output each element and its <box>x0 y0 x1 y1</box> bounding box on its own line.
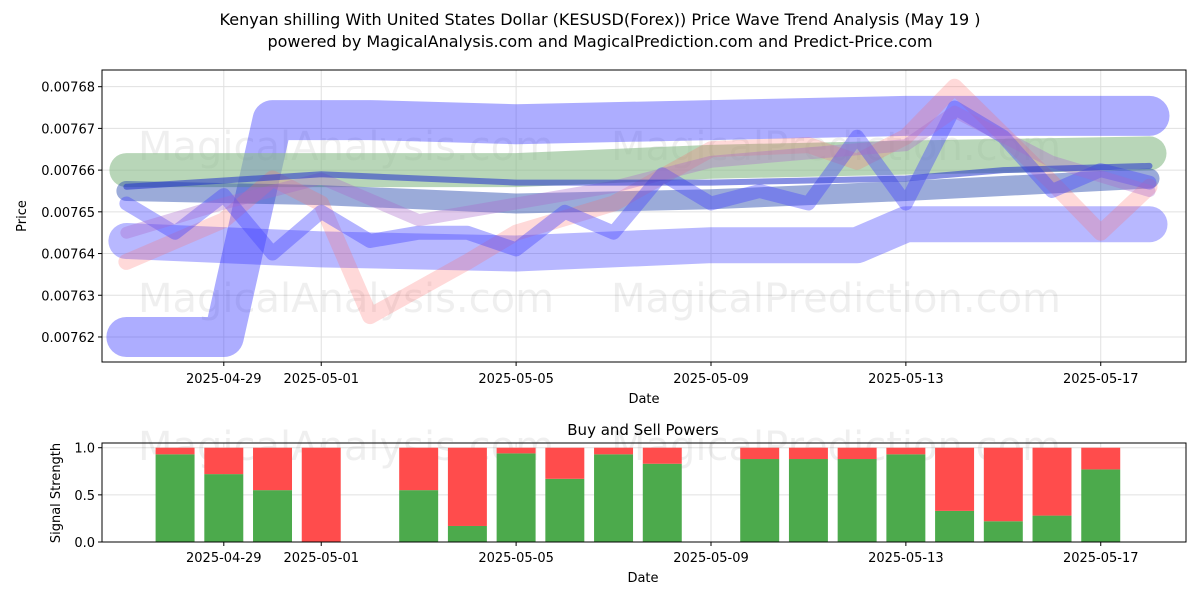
sell-power-bar <box>983 447 1023 522</box>
price-series-line-3 <box>109 136 1167 188</box>
signal-watermark: MagicalAnalysis.com <box>138 424 554 470</box>
price-series-line-4 <box>116 168 1160 214</box>
chart-title-line2: powered by MagicalAnalysis.com and Magic… <box>267 32 932 51</box>
price-y-tick-label: 0.00766 <box>41 164 95 179</box>
buy-power-bar <box>253 490 293 542</box>
buy-power-bar <box>594 454 634 542</box>
buy-power-bar <box>399 490 439 542</box>
price-y-tick-label: 0.00763 <box>41 289 95 304</box>
chart-title-line1: Kenyan shilling With United States Dolla… <box>220 10 981 29</box>
sell-power-bar <box>301 447 341 542</box>
sell-power-bar <box>496 447 536 454</box>
price-x-tick-label: 2025-05-01 <box>283 372 359 387</box>
price-y-ticks: 0.00762 0.00763 0.00764 0.00765 0.00766 0.007… <box>41 81 102 346</box>
buy-power-bar <box>155 454 195 542</box>
price-series-line-7 <box>120 105 1156 239</box>
buy-power-bar <box>447 525 487 542</box>
price-y-tick-label: 0.00767 <box>41 122 95 137</box>
signal-y-tick-label: 1.0 <box>74 442 95 457</box>
signal-x-tick-label: 2025-05-13 <box>868 551 944 566</box>
sell-power-bar <box>1081 447 1121 470</box>
sell-power-bar <box>642 447 682 464</box>
buy-power-bar <box>740 459 780 542</box>
buy-power-bar <box>935 510 975 542</box>
price-chart: MagicalAnalysis.com MagicalPrediction.com… <box>15 69 1187 407</box>
sell-power-bar <box>155 447 195 455</box>
price-y-tick-label: 0.00764 <box>41 248 95 263</box>
price-series-line-1 <box>106 95 1170 357</box>
buy-power-bar <box>837 459 877 542</box>
sell-power-bar <box>1032 447 1072 516</box>
sell-power-bar <box>447 447 487 526</box>
price-y-tick-label: 0.00765 <box>41 206 95 221</box>
price-x-tick-label: 2025-05-09 <box>673 372 749 387</box>
sell-power-bar <box>204 447 244 475</box>
price-series-group <box>106 78 1170 357</box>
sell-power-bar <box>837 447 877 460</box>
price-x-tick-label: 2025-05-05 <box>478 372 554 387</box>
price-x-tick-label: 2025-05-13 <box>868 372 944 387</box>
price-series-line-2 <box>108 206 1168 272</box>
price-x-ticks: 2025-04-29 2025-05-01 2025-05-05 2025-05-09… <box>186 362 1139 387</box>
price-y-tick-label: 0.00762 <box>41 331 95 346</box>
price-x-tick-label: 2025-04-29 <box>186 372 262 387</box>
buy-power-bar <box>496 453 536 542</box>
signal-y-ticks: 0.0 0.5 1.0 <box>74 442 102 551</box>
buy-power-bar <box>886 454 926 542</box>
sell-power-bar <box>399 447 439 491</box>
price-series-line-6 <box>119 100 1157 261</box>
sell-power-bar <box>788 447 828 460</box>
buy-power-bar <box>983 521 1023 542</box>
signal-x-tick-label: 2025-05-17 <box>1063 551 1139 566</box>
buy-power-bar <box>642 463 682 542</box>
sell-power-bar <box>253 447 293 491</box>
sell-power-bar <box>740 447 780 460</box>
buy-power-bar <box>1032 515 1072 542</box>
sell-power-bar <box>594 447 634 455</box>
signal-x-axis-label: Date <box>627 571 658 586</box>
price-y-tick-label: 0.00768 <box>41 81 95 96</box>
sell-power-bar <box>545 447 585 479</box>
signal-y-axis-label: Signal Strength <box>49 443 64 543</box>
buy-power-bar <box>204 474 244 542</box>
signal-y-tick-label: 0.0 <box>74 536 95 551</box>
signal-x-tick-label: 2025-05-05 <box>478 551 554 566</box>
signal-bars-group <box>155 447 1121 542</box>
signal-x-ticks: 2025-04-29 2025-05-01 2025-05-05 2025-05-09… <box>186 542 1139 566</box>
sell-power-bar <box>886 447 926 455</box>
signal-chart-title: Buy and Sell Powers <box>567 421 719 439</box>
buy-power-bar <box>545 478 585 542</box>
signal-x-tick-label: 2025-05-01 <box>283 551 359 566</box>
buy-power-bar <box>1081 469 1121 542</box>
signal-plot-frame <box>101 442 1187 543</box>
signal-chart: Buy and Sell Powers MagicalAnalysis.com M… <box>49 421 1187 586</box>
price-plot-frame <box>101 69 1187 363</box>
price-watermark: MagicalAnalysis.com <box>138 276 554 322</box>
price-watermark: MagicalPrediction.com <box>611 276 1061 322</box>
price-series-line-5 <box>118 78 1158 325</box>
price-series-line-8 <box>123 162 1153 190</box>
signal-y-tick-label: 0.5 <box>74 489 95 504</box>
price-x-tick-label: 2025-05-17 <box>1063 372 1139 387</box>
signal-x-tick-label: 2025-05-09 <box>673 551 749 566</box>
price-x-axis-label: Date <box>628 392 659 407</box>
signal-x-tick-label: 2025-04-29 <box>186 551 262 566</box>
sell-power-bar <box>935 447 975 511</box>
buy-power-bar <box>788 459 828 542</box>
price-y-axis-label: Price <box>15 200 30 232</box>
